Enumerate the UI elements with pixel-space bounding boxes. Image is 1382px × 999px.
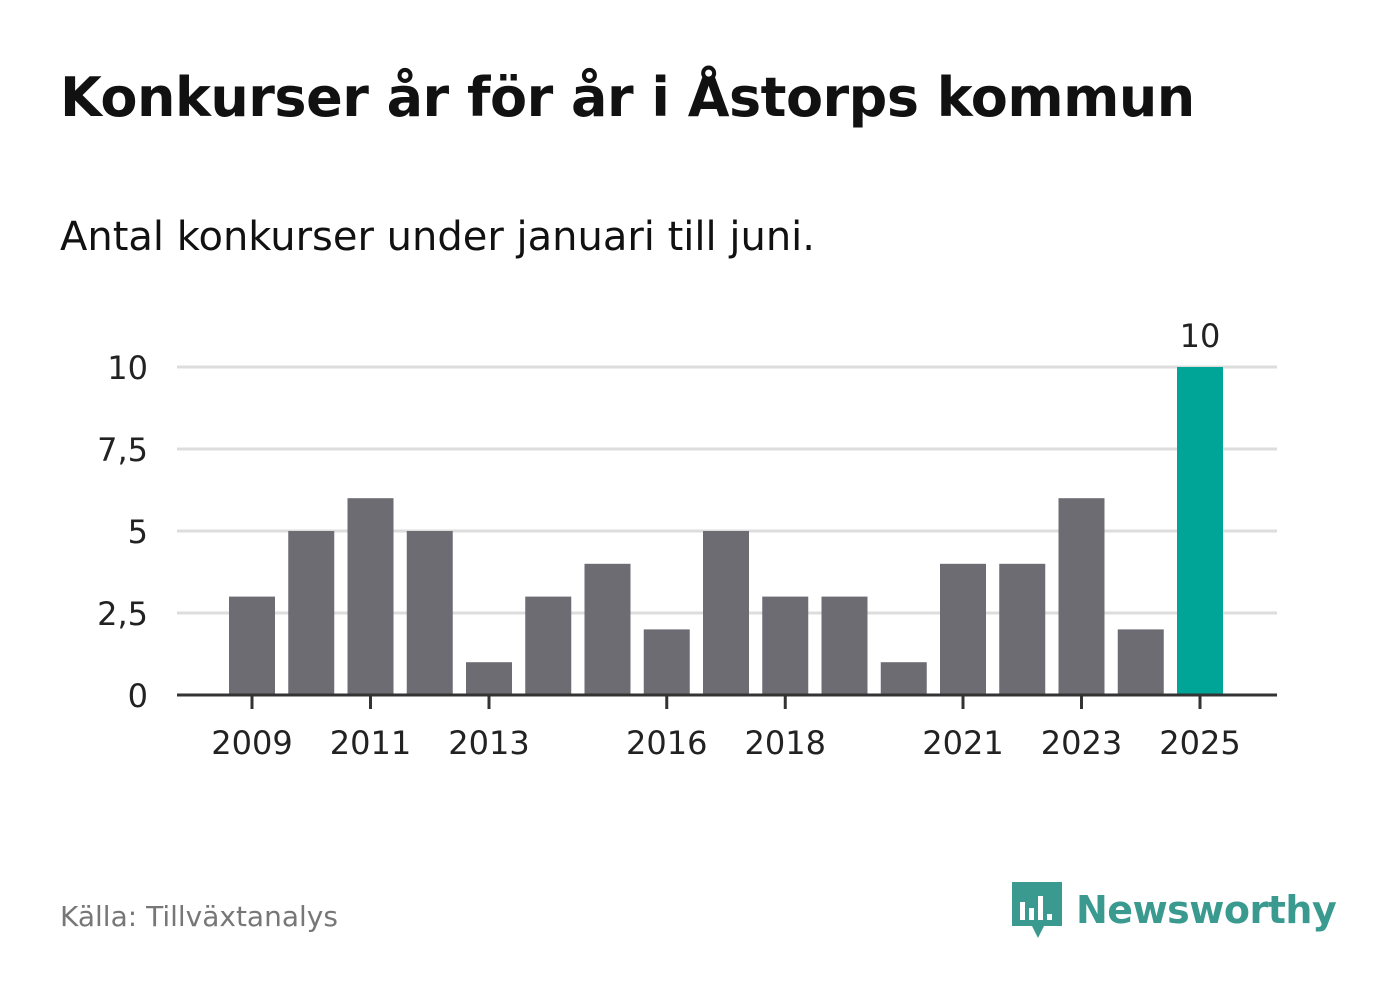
bar-2018 — [762, 596, 809, 695]
x-tick-label: 2009 — [211, 724, 292, 762]
bars — [229, 367, 1223, 695]
x-tick-label: 2018 — [745, 724, 826, 762]
x-tick-label: 2011 — [330, 724, 411, 762]
x-tick-label: 2013 — [448, 724, 529, 762]
source-note: Källa: Tillväxtanalys — [60, 900, 338, 933]
bar-2011 — [347, 498, 394, 695]
x-tick-label: 2021 — [922, 724, 1003, 762]
bar-2020 — [880, 662, 927, 695]
y-tick-label: 2,5 — [97, 595, 148, 633]
x-tick-label: 2016 — [626, 724, 707, 762]
y-tick-label: 5 — [128, 513, 148, 551]
bar-2014 — [525, 596, 572, 695]
bar-2015 — [584, 563, 631, 695]
x-tick-label: 2023 — [1041, 724, 1122, 762]
bar-2019 — [821, 596, 868, 695]
bar-chart: 0 2,5 5 7,5 10 2009 2011 2013 2016 2018 2021 2023 20… — [97, 317, 1277, 762]
chart-subtitle: Antal konkurser under januari till juni. — [60, 214, 815, 260]
bar-2017 — [703, 531, 749, 695]
bar-2025 — [1177, 367, 1223, 695]
data-label: 10 — [1180, 317, 1221, 355]
newsworthy-logo[interactable]: Newsworthy — [1010, 880, 1337, 940]
y-tick-label: 0 — [128, 677, 148, 715]
x-tick-label: 2025 — [1159, 724, 1240, 762]
bar-2010 — [288, 531, 335, 695]
bar-2009 — [229, 596, 275, 695]
chart-title: Konkurser år för år i Åstorps kommun — [60, 66, 1195, 129]
bar-2021 — [940, 563, 986, 695]
axes — [177, 693, 1277, 709]
bar-2013 — [466, 662, 512, 695]
bar-2016 — [643, 629, 690, 695]
bar-2023 — [1058, 498, 1105, 695]
labels: 0 2,5 5 7,5 10 2009 2011 2013 2016 2018 2021 2023 20… — [97, 317, 1241, 762]
bar-2012 — [406, 531, 453, 695]
bar-2024 — [1117, 629, 1164, 695]
y-tick-label: 7,5 — [97, 431, 148, 469]
y-tick-label: 10 — [107, 349, 148, 387]
bar-2022 — [999, 563, 1046, 695]
brand-name: Newsworthy — [1076, 888, 1337, 932]
newsworthy-logo-icon — [1012, 882, 1062, 938]
